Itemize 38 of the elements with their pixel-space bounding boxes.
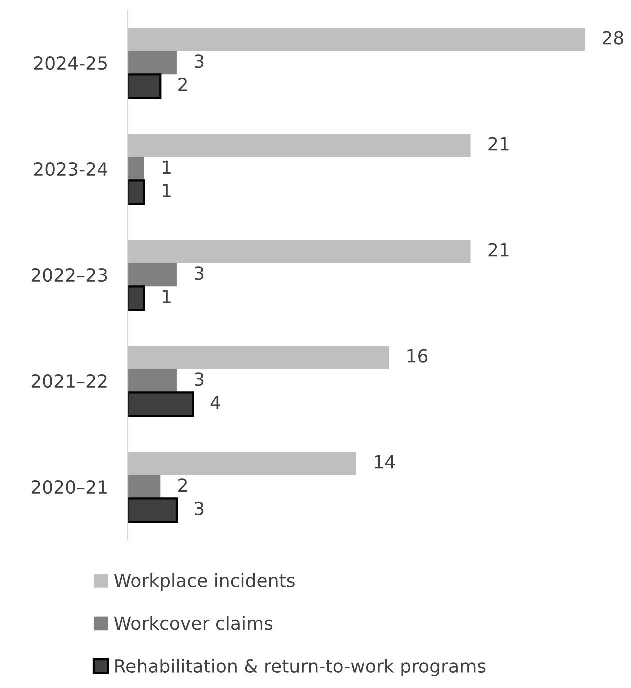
data-label: 1 xyxy=(162,160,171,174)
bar xyxy=(128,392,194,418)
bar xyxy=(128,157,144,181)
data-label: 3 xyxy=(195,266,204,280)
bar xyxy=(128,369,177,393)
bar xyxy=(128,452,356,476)
data-label: 2 xyxy=(178,78,187,92)
y-tick-label: 2022–23 xyxy=(32,268,108,282)
bar xyxy=(128,346,390,370)
data-label: 3 xyxy=(195,372,204,386)
bar xyxy=(128,74,162,100)
bar xyxy=(128,475,161,499)
bar xyxy=(128,498,178,524)
y-tick-label: 2024-25 xyxy=(34,56,107,70)
bar xyxy=(128,286,146,312)
data-label: 28 xyxy=(602,31,624,45)
data-label: 3 xyxy=(195,54,204,68)
data-label: 16 xyxy=(408,349,428,363)
bar xyxy=(128,180,146,206)
y-tick-label: 2020–21 xyxy=(32,480,107,494)
data-label: 21 xyxy=(488,137,509,151)
bar xyxy=(128,28,585,52)
y-tick-label: 2021–22 xyxy=(32,374,107,388)
data-label: 14 xyxy=(375,456,396,469)
legend-label: Rehabilitation & return-to-work programs xyxy=(116,659,486,677)
bar xyxy=(128,51,177,75)
bar xyxy=(128,263,177,287)
data-label: 1 xyxy=(162,290,171,304)
legend-label: Workplace incidents xyxy=(114,574,295,592)
data-label: 1 xyxy=(162,184,171,198)
data-label: 3 xyxy=(195,502,204,516)
data-label: 21 xyxy=(488,243,509,257)
bar xyxy=(128,240,471,264)
bar xyxy=(128,134,471,158)
legend-label: Workcover claims xyxy=(114,616,273,630)
y-tick-label: 2023-24 xyxy=(34,162,108,176)
data-label: 2 xyxy=(178,478,187,492)
data-label: 4 xyxy=(210,396,220,410)
